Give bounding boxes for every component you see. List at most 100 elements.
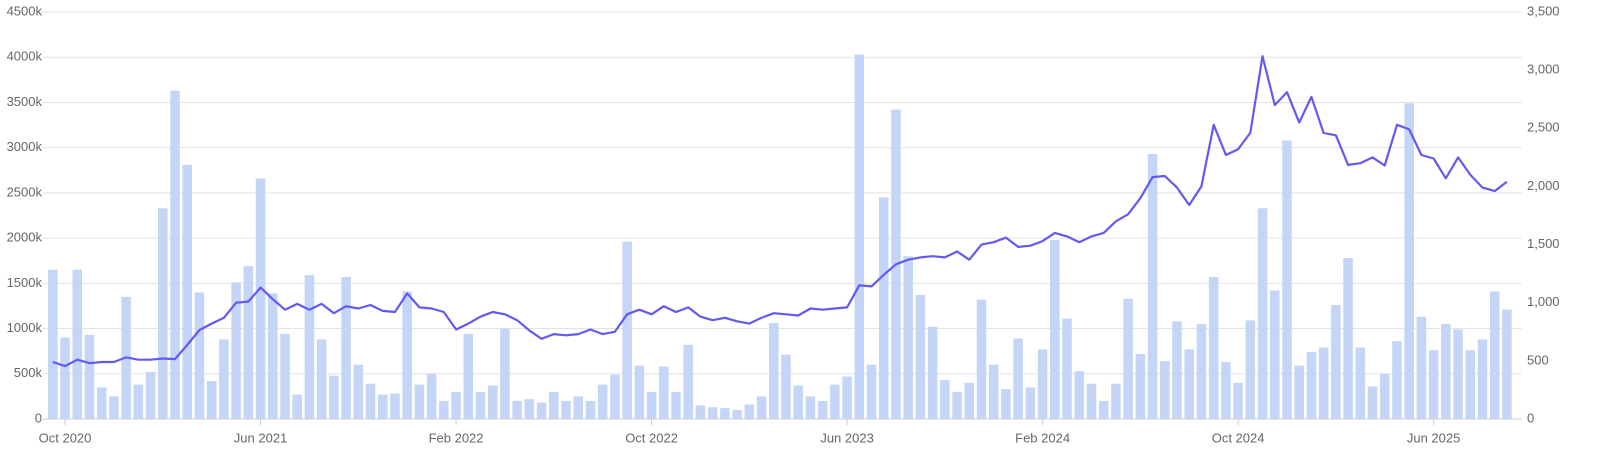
bar (817, 400, 828, 419)
bar (280, 333, 290, 419)
bar (1318, 347, 1329, 419)
bar (1355, 347, 1366, 419)
bar (756, 396, 767, 419)
bar (255, 178, 266, 419)
bar (219, 339, 229, 419)
bar (414, 384, 425, 419)
bar (170, 90, 180, 419)
x-tick-label: Jun 2023 (820, 430, 874, 445)
bar (683, 344, 693, 419)
bar (512, 400, 522, 419)
bar (1477, 339, 1488, 419)
bar (475, 391, 486, 419)
bar (781, 354, 791, 419)
x-tick-label: Jun 2021 (234, 430, 288, 445)
bar (1282, 140, 1292, 420)
bar (1257, 208, 1268, 419)
bar (1270, 290, 1280, 419)
bar (96, 387, 107, 419)
bar (1062, 318, 1072, 419)
bar (1441, 324, 1451, 419)
bar (1392, 341, 1402, 419)
y2-tick-label: 1,500 (1527, 236, 1560, 251)
bar (1379, 373, 1390, 419)
bar (341, 277, 351, 419)
bar (915, 295, 926, 419)
y-tick-label: 1500k (7, 275, 43, 290)
bar (1502, 309, 1512, 419)
bar (1013, 338, 1023, 419)
x-tick-label: Feb 2024 (1015, 430, 1070, 445)
bar (1489, 291, 1500, 419)
y-tick-label: 4500k (7, 3, 43, 18)
bar (48, 269, 58, 419)
bar (1465, 350, 1476, 419)
bar (365, 383, 376, 419)
bar (732, 409, 742, 419)
bar (1086, 383, 1097, 419)
y2-tick-label: 2,000 (1527, 178, 1560, 193)
bar (793, 385, 803, 419)
x-tick-label: Jun 2025 (1407, 430, 1461, 445)
bar (1245, 320, 1256, 419)
bar (634, 365, 645, 419)
y-tick-label: 4000k (7, 49, 43, 64)
bar (1160, 361, 1170, 419)
bar (1172, 321, 1182, 419)
bar (1098, 400, 1109, 419)
bar (390, 393, 400, 419)
bar (206, 381, 217, 419)
bar (720, 408, 730, 419)
bar (854, 54, 865, 420)
bar (830, 384, 840, 419)
bar (573, 396, 584, 419)
bar (1123, 298, 1133, 419)
bar (402, 291, 412, 419)
bar (353, 364, 364, 419)
y-tick-label: 1000k (7, 320, 43, 335)
bar (158, 208, 168, 419)
bar (1404, 103, 1414, 420)
bar (1184, 349, 1194, 419)
bar (695, 405, 706, 419)
bar (952, 391, 962, 419)
bar (84, 334, 95, 419)
bar (1001, 389, 1011, 419)
bar (1074, 371, 1085, 419)
bar (524, 399, 535, 419)
bar (1428, 350, 1439, 419)
bar (72, 269, 83, 419)
bar (671, 391, 681, 419)
bar (597, 384, 608, 419)
bar (500, 328, 510, 419)
bar (268, 293, 278, 419)
bar (1147, 153, 1158, 419)
bar (1025, 387, 1036, 419)
bar (1221, 362, 1231, 419)
bar (439, 400, 449, 419)
bar (60, 337, 70, 419)
bar (231, 282, 241, 419)
bar (1135, 353, 1146, 419)
y-tick-label: 2000k (7, 230, 43, 245)
bar (304, 275, 315, 419)
bar (329, 375, 339, 419)
bar (1453, 329, 1463, 419)
bar (1306, 352, 1317, 419)
bar (964, 382, 975, 419)
bar (133, 384, 144, 419)
bar (940, 380, 950, 419)
y-tick-label: 3000k (7, 139, 43, 154)
bar (1416, 316, 1427, 419)
bar (976, 299, 987, 419)
bar (463, 333, 474, 419)
bar (744, 404, 755, 419)
bar (610, 374, 620, 419)
y2-tick-label: 500 (1527, 352, 1549, 367)
bar (1331, 305, 1341, 419)
bar (707, 407, 718, 419)
y2-tick-label: 0 (1527, 410, 1534, 425)
bar (109, 396, 119, 419)
bar (536, 402, 547, 419)
